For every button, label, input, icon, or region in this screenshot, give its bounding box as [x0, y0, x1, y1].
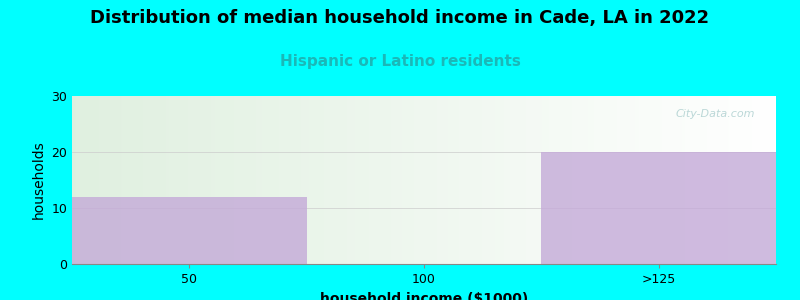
Text: Hispanic or Latino residents: Hispanic or Latino residents — [279, 54, 521, 69]
Bar — [542, 152, 776, 264]
Y-axis label: households: households — [32, 141, 46, 219]
Bar — [72, 197, 306, 264]
Text: Distribution of median household income in Cade, LA in 2022: Distribution of median household income … — [90, 9, 710, 27]
Text: City-Data.com: City-Data.com — [675, 110, 755, 119]
X-axis label: household income ($1000): household income ($1000) — [320, 292, 528, 300]
